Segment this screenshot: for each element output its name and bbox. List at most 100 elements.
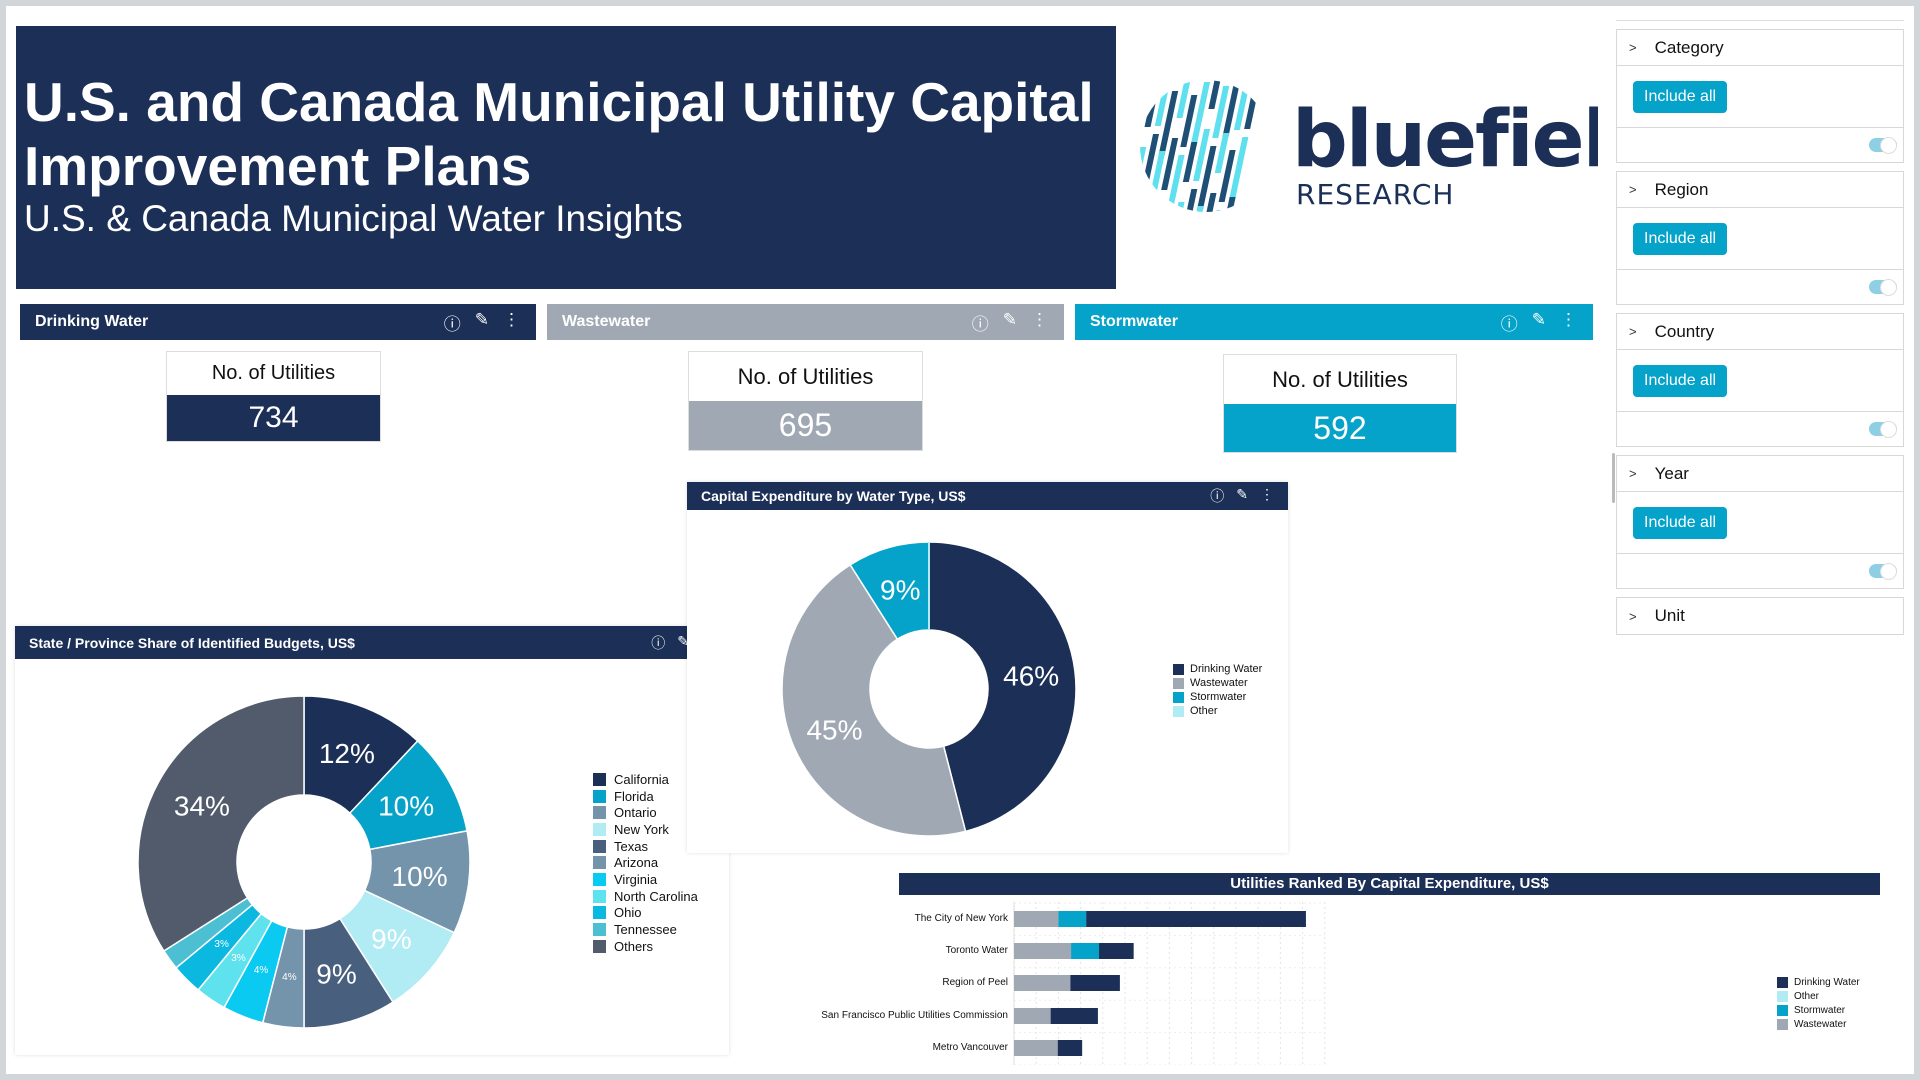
slice-label: 10% <box>378 790 434 821</box>
include-all-button[interactable]: Include all <box>1633 81 1728 113</box>
svg-text:bluefield: bluefield <box>1292 95 1598 185</box>
legend-swatch <box>1173 691 1184 703</box>
info-icon[interactable]: ⓘ <box>971 314 989 334</box>
logo-stripe <box>1140 211 1153 212</box>
slice-drinking-water[interactable] <box>928 541 1077 833</box>
filter-country-header[interactable]: > Country <box>1617 314 1903 350</box>
logo-stripe <box>1125 130 1140 170</box>
legend-item[interactable]: Virginia <box>593 871 698 888</box>
bar-category-label: The City of New York <box>914 913 1008 924</box>
include-all-button[interactable]: Include all <box>1633 365 1728 397</box>
bluefield-logo: bluefield RESEARCH <box>1122 26 1663 289</box>
bar-wastewater[interactable] <box>1014 1040 1058 1056</box>
stormwater-header: Stormwater ⓘ ✎ ⋮ <box>1075 304 1593 340</box>
legend-item[interactable]: Wastewater <box>1777 1017 1860 1031</box>
legend-item[interactable]: North Carolina <box>593 888 698 905</box>
logo-stripe <box>1167 202 1185 212</box>
bar-drinking-water[interactable] <box>1050 1008 1098 1024</box>
edit-icon[interactable]: ✎ <box>474 309 489 329</box>
legend-item[interactable]: Arizona <box>593 854 698 871</box>
legend-item[interactable]: Florida <box>593 788 698 805</box>
bar-stormwater[interactable] <box>1071 943 1100 959</box>
bar-wastewater[interactable] <box>1014 911 1059 927</box>
filter-toggle[interactable] <box>1869 137 1897 154</box>
filter-label: Unit <box>1654 606 1685 625</box>
kpi-value: 695 <box>689 401 922 450</box>
more-icon[interactable]: ⋮ <box>1031 309 1048 329</box>
legend-item[interactable]: Other <box>1173 704 1262 718</box>
slice-label: 10% <box>392 861 448 892</box>
legend-item[interactable]: New York <box>593 821 698 838</box>
slice-label: 45% <box>806 714 862 745</box>
filter-region: > Region Include all <box>1616 171 1904 305</box>
capex-by-type-header: Capital Expenditure by Water Type, US$ ⓘ… <box>687 482 1288 510</box>
filter-toggle[interactable] <box>1869 563 1897 580</box>
bar-category-label: Metro Vancouver <box>932 1042 1008 1053</box>
legend-item[interactable]: Others <box>593 938 698 955</box>
bar-drinking-water[interactable] <box>1070 975 1120 991</box>
chevron-right-icon: > <box>1629 608 1637 624</box>
filter-toggle[interactable] <box>1869 421 1897 438</box>
legend-item[interactable]: Ontario <box>593 804 698 821</box>
slice-others[interactable] <box>137 695 305 952</box>
chart-title: State / Province Share of Identified Bud… <box>29 634 355 651</box>
filter-unit: > Unit <box>1616 597 1904 635</box>
logo-stripe <box>1161 138 1179 190</box>
bar-wastewater[interactable] <box>1014 975 1071 991</box>
legend-item[interactable]: Texas <box>593 838 698 855</box>
drinking-water-header: Drinking Water ⓘ ✎ ⋮ <box>20 304 536 340</box>
capex-by-type-donut: 46% 45% 9% <box>781 541 1077 837</box>
legend-item[interactable]: Ohio <box>593 905 698 922</box>
bar-wastewater[interactable] <box>1014 943 1072 959</box>
kpi-wastewater: No. of Utilities 695 <box>688 351 923 451</box>
title-banner: U.S. and Canada Municipal Utility Capita… <box>16 26 1116 289</box>
legend-item[interactable]: Drinking Water <box>1173 662 1262 676</box>
scrollbar-thumb[interactable] <box>1612 453 1615 503</box>
filter-year-header[interactable]: > Year <box>1617 456 1903 492</box>
bar-stormwater[interactable] <box>1058 911 1087 927</box>
include-all-button[interactable]: Include all <box>1633 223 1728 255</box>
bar-wastewater[interactable] <box>1014 1008 1051 1024</box>
info-icon[interactable]: ⓘ <box>443 314 461 334</box>
logo-stripe <box>1196 146 1217 210</box>
bar-drinking-water[interactable] <box>1086 911 1306 927</box>
chevron-right-icon: > <box>1629 182 1637 197</box>
slice-label: 12% <box>319 738 375 769</box>
filter-region-header[interactable]: > Region <box>1617 172 1903 208</box>
capex-by-type-legend: Drinking Water Wastewater Stormwater Other <box>1173 662 1262 718</box>
bar-drinking-water[interactable] <box>1057 1040 1083 1056</box>
filter-unit-header[interactable]: > Unit <box>1617 598 1903 634</box>
kpi-stormwater: No. of Utilities 592 <box>1223 354 1457 453</box>
more-icon[interactable]: ⋮ <box>503 309 520 329</box>
edit-icon[interactable]: ✎ <box>1236 486 1248 502</box>
edit-icon[interactable]: ✎ <box>677 632 689 649</box>
state-share-header: State / Province Share of Identified Bud… <box>15 626 729 659</box>
legend-swatch <box>1777 1018 1788 1030</box>
logo-stripe <box>1199 193 1217 212</box>
filter-label: Year <box>1654 463 1689 483</box>
filter-category-header[interactable]: > Category <box>1617 30 1903 66</box>
info-icon[interactable]: ⓘ <box>651 634 666 651</box>
filter-toggle[interactable] <box>1869 279 1897 296</box>
legend-item[interactable]: Drinking Water <box>1777 975 1860 989</box>
logo-stripe <box>1218 150 1236 202</box>
legend-item[interactable]: Stormwater <box>1173 690 1262 704</box>
edit-icon[interactable]: ✎ <box>1002 309 1017 329</box>
include-all-button[interactable]: Include all <box>1633 507 1728 539</box>
kpi-title: Wastewater <box>562 313 651 330</box>
legend-item[interactable]: Wastewater <box>1173 676 1262 690</box>
more-icon[interactable]: ⋮ <box>1560 309 1577 329</box>
legend-item[interactable]: California <box>593 771 698 788</box>
bar-drinking-water[interactable] <box>1099 943 1134 959</box>
info-icon[interactable]: ⓘ <box>1210 488 1225 504</box>
edit-icon[interactable]: ✎ <box>1531 309 1546 329</box>
legend-item[interactable]: Tennessee <box>593 921 698 938</box>
info-icon[interactable]: ⓘ <box>1500 314 1518 334</box>
logo-stripe <box>1214 133 1230 173</box>
slice-wastewater[interactable] <box>781 563 967 837</box>
more-icon[interactable]: ⋮ <box>1260 486 1274 502</box>
legend-swatch <box>1173 705 1184 717</box>
legend-swatch <box>1173 663 1184 675</box>
legend-item[interactable]: Stormwater <box>1777 1003 1860 1017</box>
legend-item[interactable]: Other <box>1777 989 1860 1003</box>
